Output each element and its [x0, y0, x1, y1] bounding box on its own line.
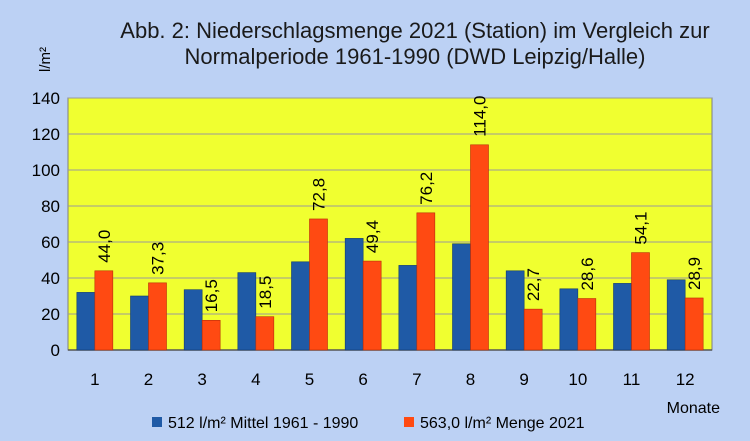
x-tick-label: 10: [568, 370, 587, 389]
x-tick-label: 1: [90, 370, 99, 389]
x-tick-label: 8: [466, 370, 475, 389]
bar-menge: [470, 144, 489, 351]
y-axis-label: l/m²: [37, 47, 54, 72]
y-tick-label: 80: [41, 197, 60, 216]
bar-menge: [148, 282, 167, 351]
bar-mittel: [237, 272, 257, 351]
bar-mittel: [505, 270, 525, 351]
bar-menge: [309, 218, 328, 351]
y-tick-label: 120: [32, 125, 60, 144]
bar-menge: [94, 270, 114, 351]
data-label: 44,0: [95, 230, 114, 263]
y-tick-label: 20: [41, 305, 60, 324]
data-label: 49,4: [363, 220, 382, 253]
data-labels: 44,0 37,3 16,5 18,5 72,8 49,4 76,2 114,0 22,7 28,…: [95, 96, 704, 313]
y-tick-label: 0: [51, 341, 60, 360]
chart-title-line-1: Abb. 2: Niederschlagsmenge 2021 (Station…: [120, 18, 710, 43]
bar-mittel: [344, 238, 364, 351]
data-label: 37,3: [149, 242, 168, 275]
legend-swatch: [152, 417, 162, 427]
bar-menge: [523, 308, 543, 351]
bars: [76, 144, 704, 351]
bar-mittel: [666, 279, 686, 351]
bar-mittel: [559, 288, 579, 351]
data-label: 72,8: [310, 178, 329, 211]
data-label: 16,5: [202, 279, 221, 312]
x-tick-label: 6: [358, 370, 367, 389]
bar-menge: [362, 260, 382, 351]
x-axis-label: Monate: [667, 400, 720, 417]
x-tick-label: 3: [197, 370, 206, 389]
data-label: 54,1: [632, 212, 651, 245]
chart-title-line-2: Normalperiode 1961-1990 (DWD Leipzig/Hal…: [184, 44, 646, 69]
bar-menge: [631, 252, 650, 351]
legend: 512 l/m² Mittel 1961 - 1990 563,0 l/m² Me…: [152, 415, 585, 432]
bar-mittel: [76, 292, 96, 351]
bar-menge: [577, 298, 597, 351]
y-tick-label: 100: [32, 161, 60, 180]
x-tick-label: 11: [623, 370, 641, 389]
data-label: 28,6: [578, 257, 597, 290]
data-label: 76,2: [417, 172, 436, 205]
bar-menge: [684, 297, 704, 351]
x-tick-label: 5: [305, 370, 314, 389]
x-tick-label: 12: [676, 370, 695, 389]
bar-mittel: [130, 295, 149, 351]
bar-menge: [416, 212, 436, 351]
bar-mittel: [398, 265, 418, 351]
x-tick-label: 9: [519, 370, 528, 389]
x-tick-label: 7: [412, 370, 421, 389]
bar-mittel: [183, 289, 203, 351]
bar-mittel: [452, 243, 471, 351]
y-tick-label: 140: [32, 89, 60, 108]
plot-area: [67, 97, 713, 351]
bar-mittel: [291, 261, 310, 351]
legend-label: 563,0 l/m² Menge 2021: [420, 415, 585, 432]
x-tick-label: 2: [144, 370, 153, 389]
data-label: 22,7: [524, 268, 543, 301]
data-label: 114,0: [471, 96, 490, 137]
bar-mittel: [613, 283, 632, 351]
x-tick-label: 4: [251, 370, 260, 389]
y-tick-label: 40: [41, 269, 60, 288]
legend-swatch: [404, 417, 414, 427]
legend-label: 512 l/m² Mittel 1961 - 1990: [168, 415, 358, 432]
y-tick-label: 60: [41, 233, 60, 252]
bar-menge: [201, 319, 221, 351]
data-label: 28,9: [685, 257, 704, 290]
bar-menge: [255, 316, 275, 351]
grid-lines: [68, 97, 712, 315]
data-label: 18,5: [256, 276, 275, 309]
